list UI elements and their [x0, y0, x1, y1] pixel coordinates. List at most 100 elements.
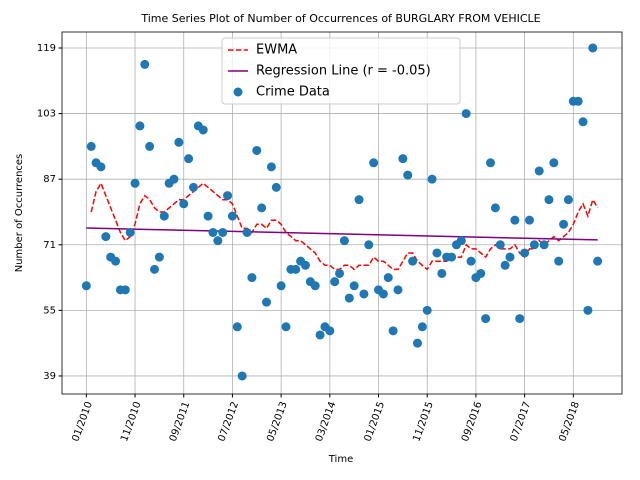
data-point [534, 166, 544, 176]
series-line [90, 181, 599, 271]
data-point [281, 322, 291, 332]
data-point [81, 281, 91, 291]
data-point [422, 305, 432, 315]
data-point [369, 158, 379, 168]
data-point [383, 273, 393, 283]
y-tick-label: 39 [43, 371, 56, 382]
data-point [524, 215, 534, 225]
data-point [490, 203, 500, 213]
data-point [125, 227, 135, 237]
data-point [188, 182, 198, 192]
data-point [252, 145, 262, 155]
data-point [349, 281, 359, 291]
data-point [427, 174, 437, 184]
axes-frame [61, 31, 623, 395]
data-point [364, 240, 374, 250]
data-point [111, 256, 121, 266]
data-point [408, 256, 418, 266]
data-point [344, 293, 354, 303]
data-point [276, 281, 286, 291]
data-point [262, 297, 272, 307]
data-point [495, 240, 505, 250]
data-point [515, 314, 525, 324]
data-point [554, 256, 564, 266]
series-line [86, 227, 598, 241]
data-point [86, 141, 96, 151]
data-point [335, 268, 345, 278]
data-point [456, 236, 466, 246]
data-point [588, 43, 598, 53]
data-point [417, 322, 427, 332]
y-tick-label: 55 [43, 305, 56, 316]
data-point [325, 326, 335, 336]
data-point [500, 260, 510, 270]
data-point [354, 195, 364, 205]
data-point [310, 281, 320, 291]
data-point [257, 203, 267, 213]
data-point [330, 277, 340, 287]
data-point [242, 227, 252, 237]
data-point [159, 211, 169, 221]
data-point [169, 174, 179, 184]
data-point [393, 285, 403, 295]
data-point [359, 289, 369, 299]
data-point [198, 125, 208, 135]
y-tick-label: 103 [37, 109, 56, 120]
data-point [481, 314, 491, 324]
data-point [247, 273, 257, 283]
data-point [291, 264, 301, 274]
data-point [130, 178, 140, 188]
data-point [378, 289, 388, 299]
data-point [529, 240, 539, 250]
data-point [476, 268, 486, 278]
data-point [140, 59, 150, 69]
data-point [544, 195, 554, 205]
chart-title: Time Series Plot of Number of Occurrence… [140, 12, 540, 25]
legend-label: Crime Data [256, 85, 330, 100]
data-point [101, 232, 111, 242]
data-point [218, 227, 228, 237]
data-point [174, 137, 184, 147]
data-point [398, 154, 408, 164]
data-point [213, 236, 223, 246]
data-point [583, 305, 593, 315]
data-point [339, 236, 349, 246]
data-point [403, 170, 413, 180]
data-point [539, 240, 549, 250]
data-point [266, 162, 276, 172]
data-point [184, 154, 194, 164]
data-point [388, 326, 398, 336]
data-point [510, 215, 520, 225]
legend-label: EWMA [256, 43, 297, 58]
data-point [432, 248, 442, 258]
data-point [271, 182, 281, 192]
data-point [150, 264, 160, 274]
data-point [412, 338, 422, 348]
legend-swatch [233, 87, 243, 97]
x-axis-label: Time [328, 454, 353, 465]
y-tick-label: 71 [43, 240, 56, 251]
data-point [437, 268, 447, 278]
data-point [223, 191, 233, 201]
data-point [154, 252, 164, 262]
data-point [145, 141, 155, 151]
data-point [447, 252, 457, 262]
data-point [573, 96, 583, 106]
data-point [466, 256, 476, 266]
y-axis-label: Number of Occurrences [14, 154, 25, 273]
data-point [486, 158, 496, 168]
data-point [593, 256, 603, 266]
data-point [520, 248, 530, 258]
data-point [563, 195, 573, 205]
data-point [505, 252, 515, 262]
data-point [300, 260, 310, 270]
legend-box [221, 37, 461, 105]
data-point [96, 162, 106, 172]
data-point [559, 219, 569, 229]
data-point [203, 211, 213, 221]
data-point [315, 330, 325, 340]
data-point [549, 158, 559, 168]
data-point [179, 199, 189, 209]
data-point [237, 371, 247, 381]
